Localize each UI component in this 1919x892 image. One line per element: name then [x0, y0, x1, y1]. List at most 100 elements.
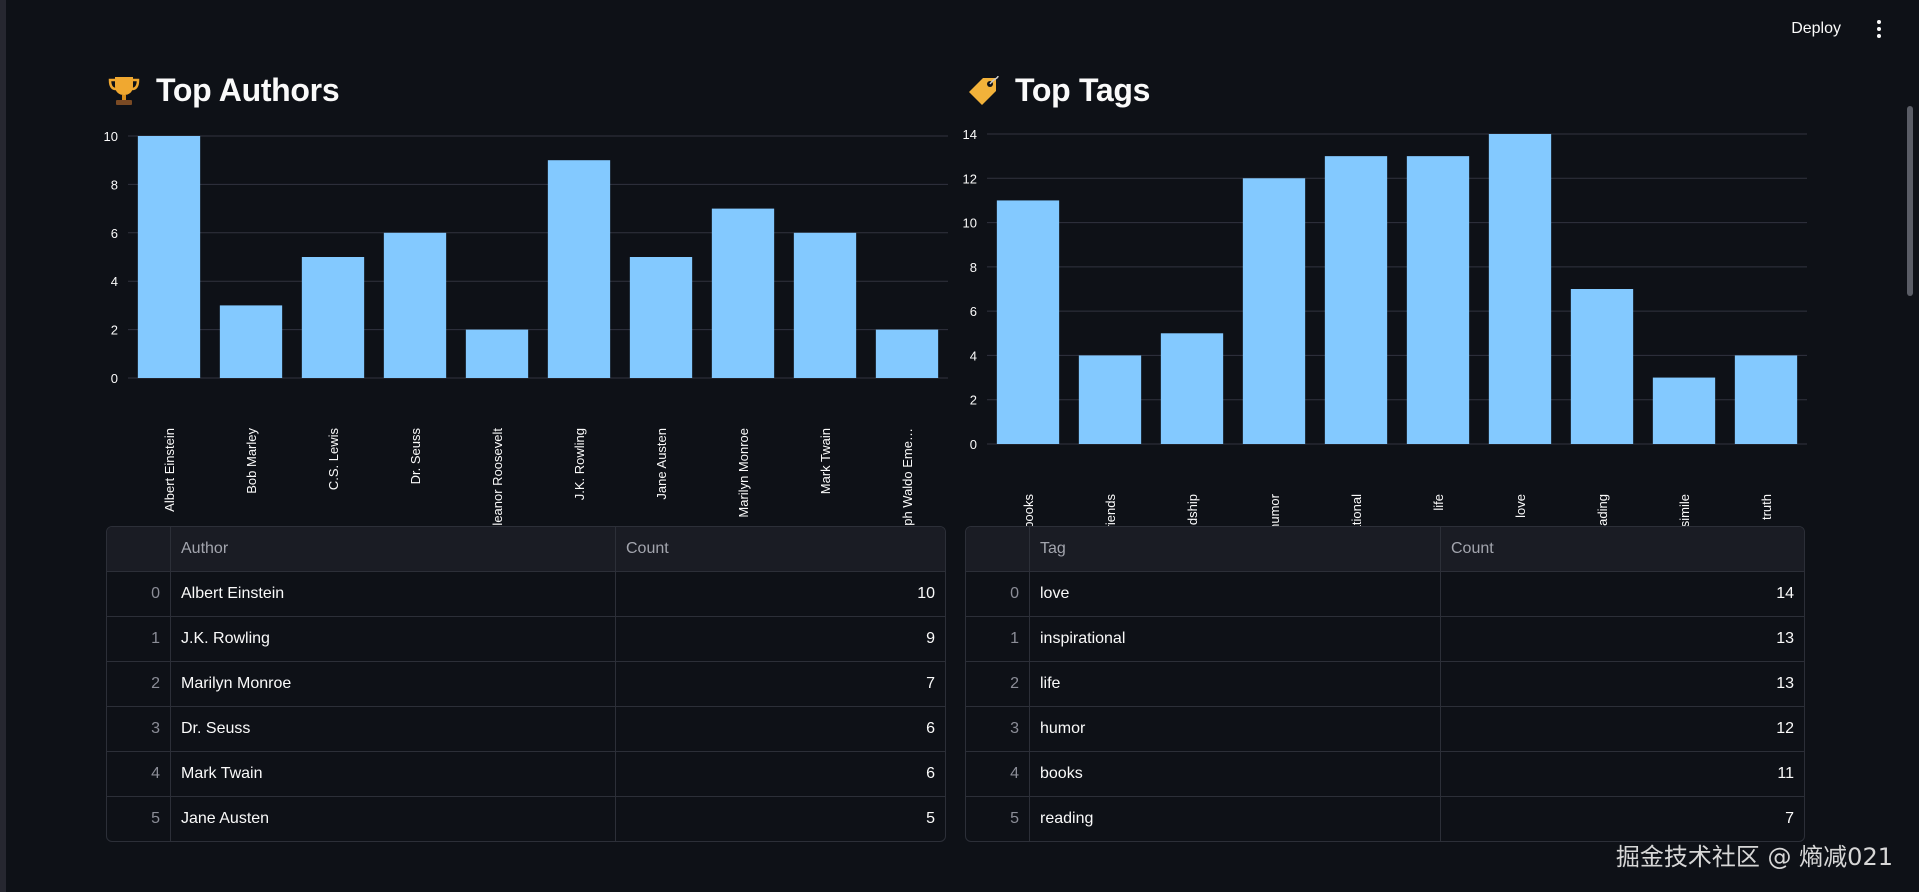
author-bar — [711, 208, 775, 378]
index-header — [107, 527, 171, 571]
y-tick-label: 2 — [970, 393, 977, 408]
x-tick-label: Dr. Seuss — [408, 428, 423, 485]
watermark: 掘金技术社区 @ 熵减021 — [1615, 843, 1893, 871]
table-row[interactable]: 0 Albert Einstein 10 — [107, 571, 945, 616]
tag-cell[interactable]: life — [1030, 662, 1441, 706]
x-tick-label: Eleanor Roosevelt — [490, 428, 505, 535]
tag-bar — [1324, 156, 1388, 444]
table-row[interactable]: 4 Mark Twain 6 — [107, 751, 945, 796]
y-tick-label: 6 — [111, 226, 118, 241]
y-tick-label: 8 — [111, 177, 118, 192]
tag-bar — [1488, 134, 1552, 444]
x-tick-label: Jane Austen — [654, 428, 669, 500]
author-cell[interactable]: Marilyn Monroe — [171, 662, 616, 706]
x-tick-label: simile — [1677, 494, 1692, 527]
sidebar-collapsed-edge — [0, 0, 6, 892]
x-tick-label: life — [1431, 494, 1446, 511]
y-tick-label: 10 — [104, 129, 118, 144]
author-bar — [793, 232, 857, 378]
row-index: 5 — [107, 797, 171, 841]
x-tick-label: Marilyn Monroe — [736, 428, 751, 518]
author-bar — [875, 329, 939, 378]
authors-title: Top Authors — [156, 71, 340, 108]
x-tick-label: C.S. Lewis — [326, 428, 341, 491]
row-index: 0 — [966, 572, 1030, 616]
author-bar — [465, 329, 529, 378]
row-index: 0 — [107, 572, 171, 616]
tag-cell[interactable]: love — [1030, 572, 1441, 616]
count-cell[interactable]: 5 — [926, 810, 935, 827]
count-column-header[interactable]: Count — [626, 540, 669, 557]
count-cell[interactable]: 13 — [1776, 630, 1794, 647]
count-cell[interactable]: 7 — [926, 675, 935, 692]
tag-icon — [969, 75, 999, 105]
table-row[interactable]: 0 love 14 — [966, 571, 1804, 616]
table-row[interactable]: 5 Jane Austen 5 — [107, 796, 945, 841]
count-cell[interactable]: 10 — [917, 585, 935, 602]
count-cell[interactable]: 9 — [926, 630, 935, 647]
author-cell[interactable]: J.K. Rowling — [171, 617, 616, 661]
top-toolbar: Deploy — [1787, 14, 1891, 44]
table-row[interactable]: 2 Marilyn Monroe 7 — [107, 661, 945, 706]
tag-cell[interactable]: reading — [1030, 797, 1441, 841]
count-column-header[interactable]: Count — [1451, 540, 1494, 557]
author-cell[interactable]: Dr. Seuss — [171, 707, 616, 751]
x-tick-label: books — [1021, 494, 1036, 529]
table-row[interactable]: 4 books 11 — [966, 751, 1804, 796]
row-index: 1 — [107, 617, 171, 661]
x-tick-label: truth — [1759, 494, 1774, 520]
y-tick-label: 4 — [970, 348, 977, 363]
tag-bar — [1242, 178, 1306, 444]
table-row[interactable]: 3 Dr. Seuss 6 — [107, 706, 945, 751]
y-tick-label: 0 — [111, 371, 118, 386]
y-tick-label: 6 — [970, 304, 977, 319]
deploy-button[interactable]: Deploy — [1787, 14, 1845, 44]
tag-column-header[interactable]: Tag — [1030, 527, 1441, 571]
row-index: 1 — [966, 617, 1030, 661]
authors-table[interactable]: Author Count 0 Albert Einstein 10 1 J.K. Ro… — [106, 526, 946, 842]
row-index: 2 — [966, 662, 1030, 706]
author-cell[interactable]: Albert Einstein — [171, 572, 616, 616]
y-tick-label: 10 — [963, 216, 977, 231]
table-header-row: Author Count — [107, 527, 945, 571]
table-row[interactable]: 1 inspirational 13 — [966, 616, 1804, 661]
row-index: 5 — [966, 797, 1030, 841]
author-cell[interactable]: Mark Twain — [171, 752, 616, 796]
author-bar — [219, 305, 283, 378]
y-tick-label: 8 — [970, 260, 977, 275]
x-tick-label: Mark Twain — [818, 428, 833, 494]
table-row[interactable]: 3 humor 12 — [966, 706, 1804, 751]
author-bar — [547, 160, 611, 378]
authors-panel: Top Authors 0 2 4 6 8 10 Albert Einstein Bob Ma… — [104, 62, 948, 545]
author-bar — [383, 232, 447, 378]
count-cell[interactable]: 11 — [1777, 765, 1794, 782]
tag-cell[interactable]: inspirational — [1030, 617, 1441, 661]
author-bar — [629, 257, 693, 378]
trophy-icon — [108, 77, 140, 105]
x-tick-label: love — [1513, 494, 1528, 518]
tags-table[interactable]: Tag Count 0 love 14 1 inspirational 13 2 life… — [965, 526, 1805, 842]
authors-bar-chart: 0 2 4 6 8 10 Albert Einstein Bob Marley C.S. Lew… — [104, 129, 948, 545]
count-cell[interactable]: 7 — [1785, 810, 1794, 827]
table-row[interactable]: 2 life 13 — [966, 661, 1804, 706]
count-cell[interactable]: 6 — [926, 765, 935, 782]
main-menu-icon[interactable] — [1867, 14, 1891, 44]
row-index: 3 — [966, 707, 1030, 751]
page-scrollbar[interactable] — [1907, 106, 1913, 296]
table-row[interactable]: 5 reading 7 — [966, 796, 1804, 841]
index-header — [966, 527, 1030, 571]
tag-cell[interactable]: books — [1030, 752, 1441, 796]
table-row[interactable]: 1 J.K. Rowling 9 — [107, 616, 945, 661]
x-tick-label: Albert Einstein — [162, 428, 177, 512]
count-cell[interactable]: 12 — [1776, 720, 1794, 737]
x-tick-label: humor — [1267, 493, 1282, 531]
author-column-header[interactable]: Author — [171, 527, 616, 571]
x-tick-label: Ralph Waldo Eme… — [900, 428, 915, 545]
row-index: 4 — [107, 752, 171, 796]
count-cell[interactable]: 14 — [1776, 585, 1794, 602]
count-cell[interactable]: 6 — [926, 720, 935, 737]
tag-cell[interactable]: humor — [1030, 707, 1441, 751]
count-cell[interactable]: 13 — [1776, 675, 1794, 692]
author-cell[interactable]: Jane Austen — [171, 797, 616, 841]
